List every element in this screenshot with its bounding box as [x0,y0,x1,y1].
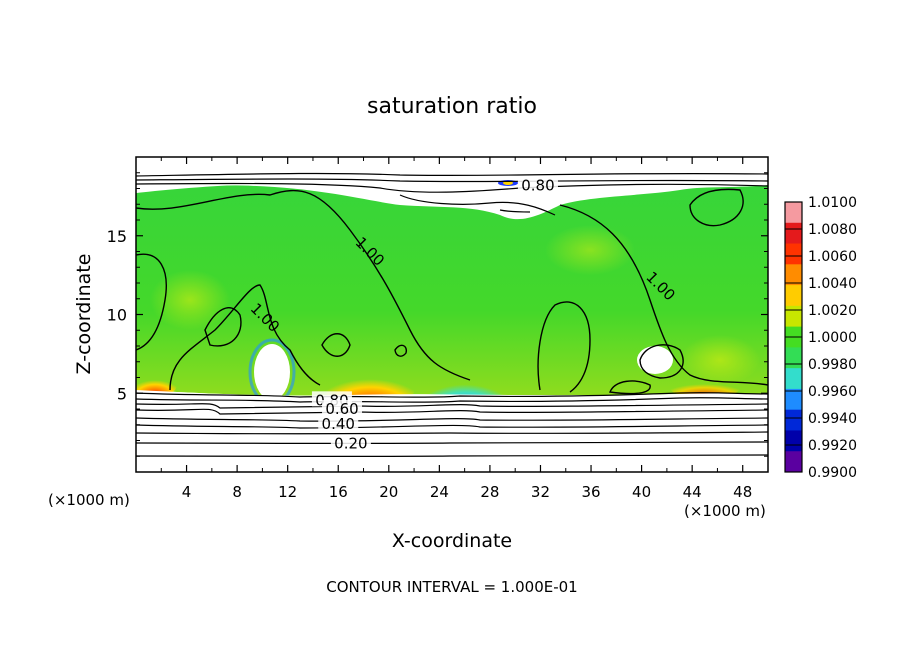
contour-interval-note: CONTOUR INTERVAL = 1.000E-01 [326,578,577,596]
colorbar-label: 1.0100 [808,195,857,211]
contour-label: 0.60 [322,400,363,418]
x-axis: 4 8 12 16 20 24 28 32 36 40 44 48 [160,157,752,501]
colorbar-label: 0.9960 [808,384,857,400]
contour-label-bg [517,176,558,192]
colorbar-swatch [785,368,802,390]
upper-undersaturated-band [136,157,768,220]
plot-area: 0.801.001.001.000.800.600.400.20 [136,157,768,472]
x-unit-left: (×1000 m) [48,491,130,509]
colorbar-swatch [785,347,802,369]
y-tick-label: 15 [107,227,127,246]
x-unit-right: (×1000 m) [684,502,766,520]
colorbar-swatch [785,430,802,452]
colorbar: 1.0100 1.0080 1.0060 1.0040 1.0020 1.0000 0.99… [784,195,857,481]
x-tick-label: 48 [733,483,752,501]
x-tick-label: 20 [379,483,398,501]
contour-label: 0.40 [318,414,359,433]
x-axis-label: X-coordinate [392,530,512,552]
x-tick-label: 16 [329,483,348,501]
colorbar-label: 1.0080 [808,222,857,238]
contour-label: 0.20 [330,434,371,453]
chart-title: saturation ratio [367,94,537,119]
colorbar-swatch [785,222,802,245]
x-tick-label: 8 [232,483,242,501]
x-tick-label: 36 [581,483,600,501]
colorbar-swatch [785,243,802,265]
contour-label: 0.80 [517,176,558,194]
x-tick-label: 40 [632,483,651,501]
x-tick-label: 32 [531,483,550,501]
colorbar-swatch [785,264,802,286]
colorbar-label: 0.9920 [808,438,857,454]
colorbar-swatch [785,388,802,411]
contour-label-bg [318,414,359,430]
colorbar-label: 0.9940 [808,411,857,427]
colorbar-label: 1.0000 [808,330,857,346]
contour-label-group: 0.801.001.001.000.800.600.400.20 [247,176,679,453]
contour-label-bg [330,434,371,450]
colorbar-swatch [785,285,802,307]
contour-label-text: 0.20 [334,435,367,453]
x-tick-label: 4 [182,483,192,501]
x-tick-label: 44 [683,483,702,501]
colorbar-label: 1.0060 [808,249,857,265]
contour-label-text: 0.60 [325,400,358,418]
y-axis-label: Z-coordinate [73,254,95,375]
y-tick-label: 10 [107,306,127,325]
x-tick-label: 24 [430,483,449,501]
contour-label-text: 0.40 [322,415,355,433]
contour-label-bg [322,400,363,415]
colorbar-swatch [785,305,802,328]
y-tick-label: 5 [117,384,127,403]
x-tick-label: 28 [480,483,499,501]
colorbar-swatch [785,409,802,431]
contour-line-1-00 [136,189,471,381]
colorbar-swatch [785,451,802,473]
contour-label-text: 0.80 [521,176,554,194]
colorbar-label: 1.0020 [808,303,857,319]
colorbar-label: 1.0040 [808,276,857,292]
x-tick-label: 12 [278,483,297,501]
colorbar-label: 0.9980 [808,357,857,373]
y-axis: 5 10 15 [107,172,768,457]
colorbar-label: 0.9900 [808,465,857,481]
colorbar-swatch [785,202,802,224]
